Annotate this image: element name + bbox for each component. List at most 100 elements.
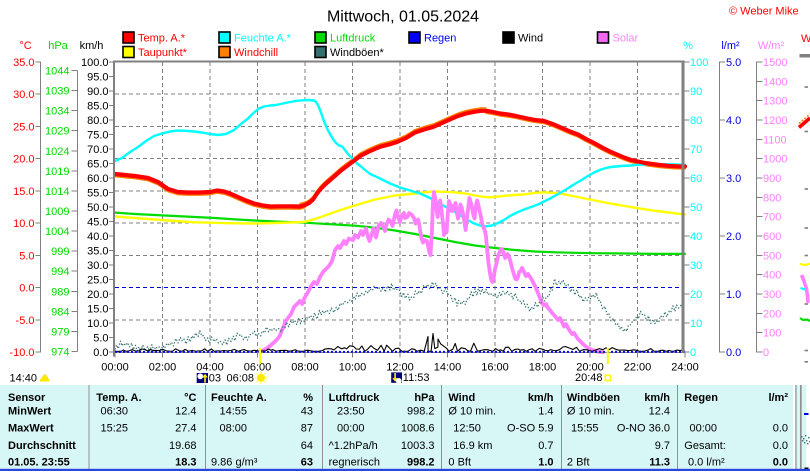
svg-text:60.0: 60.0 — [87, 173, 108, 185]
svg-text:km/h: km/h — [528, 392, 554, 404]
svg-text:1029: 1029 — [45, 126, 69, 138]
svg-text:30: 30 — [690, 260, 702, 272]
svg-text:20.0: 20.0 — [87, 289, 108, 301]
svg-text:Ø 10 min.: Ø 10 min. — [448, 405, 496, 417]
svg-text:hPa: hPa — [414, 392, 435, 404]
svg-text:06:30: 06:30 — [101, 405, 129, 417]
svg-text:5.0: 5.0 — [19, 250, 34, 262]
svg-text:20.0: 20.0 — [13, 154, 34, 166]
svg-text:01.05. 23:55: 01.05. 23:55 — [8, 456, 70, 468]
svg-text:14:40: 14:40 — [10, 373, 38, 385]
svg-text:80.0: 80.0 — [87, 115, 108, 127]
svg-text:20:48: 20:48 — [575, 372, 603, 384]
svg-text:0.0: 0.0 — [19, 283, 34, 295]
svg-text:1400: 1400 — [763, 76, 787, 88]
svg-text:30.0: 30.0 — [87, 260, 108, 272]
svg-text:°C: °C — [19, 40, 31, 52]
svg-text:Temp. A.: Temp. A. — [96, 392, 141, 404]
svg-text:998.2: 998.2 — [407, 456, 435, 468]
svg-text:0 Bft: 0 Bft — [448, 456, 471, 468]
svg-text:43: 43 — [301, 405, 313, 417]
svg-text:85.0: 85.0 — [87, 101, 108, 113]
svg-text:°C: °C — [184, 392, 196, 404]
svg-text:14:00: 14:00 — [434, 362, 462, 374]
svg-text:0.7: 0.7 — [538, 440, 553, 452]
svg-text:Mittwoch, 01.05.2024: Mittwoch, 01.05.2024 — [327, 9, 479, 26]
svg-text:06:08: 06:08 — [227, 373, 255, 385]
svg-text:900: 900 — [763, 173, 781, 185]
svg-text:00:00: 00:00 — [690, 423, 718, 435]
svg-text:1024: 1024 — [45, 146, 69, 158]
svg-text:1300: 1300 — [763, 96, 787, 108]
svg-text:45.0: 45.0 — [87, 217, 108, 229]
svg-text:63: 63 — [301, 456, 313, 468]
svg-text:Luftdruck: Luftdruck — [329, 392, 381, 404]
svg-text:1200: 1200 — [763, 115, 787, 127]
svg-text:1100: 1100 — [763, 134, 787, 146]
svg-text:9.7: 9.7 — [655, 440, 670, 452]
svg-text:00:00: 00:00 — [337, 423, 365, 435]
svg-text:25.0: 25.0 — [13, 121, 34, 133]
svg-text:70: 70 — [690, 144, 702, 156]
svg-text:^1.2hPa/h: ^1.2hPa/h — [329, 440, 378, 452]
svg-text:%: % — [303, 392, 313, 404]
svg-text:W: W — [801, 33, 810, 45]
svg-text:11.3: 11.3 — [649, 456, 670, 468]
svg-text:15:55: 15:55 — [571, 423, 599, 435]
svg-text:Feuchte A.*: Feuchte A.* — [234, 33, 292, 45]
svg-text:Ø 10 min.: Ø 10 min. — [567, 405, 615, 417]
svg-text:40: 40 — [690, 231, 702, 243]
svg-text:16.9 km: 16.9 km — [453, 440, 492, 452]
svg-text:20: 20 — [690, 289, 702, 301]
svg-text:-5.0: -5.0 — [16, 315, 35, 327]
svg-text:Temp. A.*: Temp. A.* — [138, 33, 186, 45]
svg-text:Regen: Regen — [424, 33, 456, 45]
svg-text:15:25: 15:25 — [101, 423, 129, 435]
svg-text:994: 994 — [51, 266, 69, 278]
svg-text:15.0: 15.0 — [13, 186, 34, 198]
svg-text:998.2: 998.2 — [407, 405, 435, 417]
svg-text:65.0: 65.0 — [87, 159, 108, 171]
svg-text:Windböen: Windböen — [567, 392, 620, 404]
svg-text:02:00: 02:00 — [149, 362, 177, 374]
svg-text:km/h: km/h — [644, 392, 670, 404]
svg-text:35.0: 35.0 — [13, 57, 34, 69]
svg-text:0.0: 0.0 — [773, 423, 788, 435]
svg-text:18:00: 18:00 — [529, 362, 557, 374]
svg-text:23:50: 23:50 — [337, 405, 365, 417]
svg-text:999: 999 — [51, 246, 69, 258]
svg-text:© Weber Mike: © Weber Mike — [729, 6, 799, 18]
svg-text:l/m²: l/m² — [768, 392, 788, 404]
svg-text:12.4: 12.4 — [649, 405, 670, 417]
svg-text:regnerisch: regnerisch — [329, 456, 380, 468]
svg-text:1039: 1039 — [45, 86, 69, 98]
svg-text:1003.3: 1003.3 — [401, 440, 435, 452]
svg-text:1.0: 1.0 — [538, 456, 553, 468]
svg-text:600: 600 — [763, 231, 781, 243]
svg-text:1009: 1009 — [45, 206, 69, 218]
svg-text:-10.0: -10.0 — [9, 347, 34, 359]
svg-text:984: 984 — [51, 306, 69, 318]
svg-text:5.0: 5.0 — [726, 57, 741, 69]
svg-text:15.0: 15.0 — [87, 304, 108, 316]
svg-text:24:00: 24:00 — [671, 362, 699, 374]
svg-text:1000: 1000 — [763, 154, 787, 166]
svg-text:00:00: 00:00 — [101, 362, 129, 374]
svg-text:19.68: 19.68 — [169, 440, 197, 452]
svg-text:18.3: 18.3 — [175, 456, 196, 468]
svg-text:Feuchte A.: Feuchte A. — [211, 392, 267, 404]
svg-text:1500: 1500 — [763, 57, 787, 69]
svg-text:55.0: 55.0 — [87, 188, 108, 200]
svg-text:1004: 1004 — [45, 226, 69, 238]
svg-text:Gesamt:: Gesamt: — [684, 440, 726, 452]
svg-text:0.0: 0.0 — [773, 456, 788, 468]
svg-text:Sensor: Sensor — [8, 392, 46, 404]
svg-text:500: 500 — [763, 250, 781, 262]
svg-text:Solar: Solar — [613, 33, 639, 45]
svg-text:Wind: Wind — [518, 33, 543, 45]
svg-text:16:00: 16:00 — [481, 362, 509, 374]
svg-text:1008.6: 1008.6 — [401, 423, 435, 435]
svg-text:0: 0 — [763, 347, 769, 359]
svg-text:Windböen*: Windböen* — [330, 47, 385, 59]
svg-text:300: 300 — [763, 289, 781, 301]
